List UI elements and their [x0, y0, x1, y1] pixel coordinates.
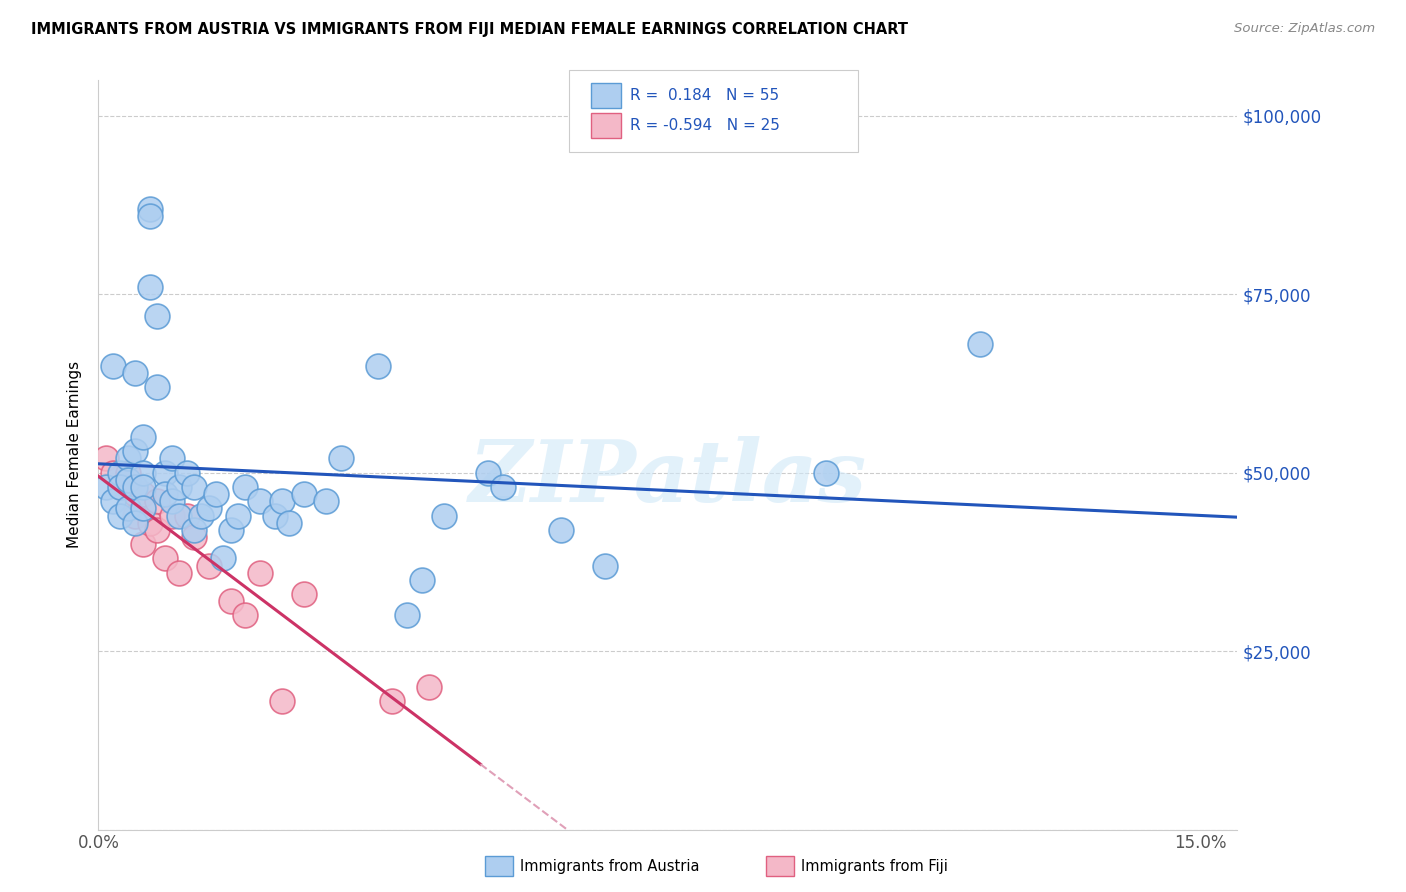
Point	[153, 487, 176, 501]
Point	[183, 530, 205, 544]
Text: R = -0.594   N = 25: R = -0.594 N = 25	[630, 119, 780, 133]
Point	[101, 359, 124, 373]
Point	[160, 494, 183, 508]
Point	[418, 680, 440, 694]
Point	[969, 337, 991, 351]
Point	[131, 466, 153, 480]
Point	[124, 508, 146, 523]
Point	[146, 380, 169, 394]
Point	[278, 516, 301, 530]
Point	[205, 487, 228, 501]
Point	[124, 480, 146, 494]
Point	[110, 508, 132, 523]
Text: ZIPatlas: ZIPatlas	[468, 435, 868, 519]
Point	[329, 451, 352, 466]
Point	[197, 558, 219, 573]
Point	[292, 487, 315, 501]
Point	[153, 466, 176, 480]
Point	[292, 587, 315, 601]
Point	[315, 494, 337, 508]
Point	[197, 501, 219, 516]
Text: R =  0.184   N = 55: R = 0.184 N = 55	[630, 88, 779, 103]
Point	[395, 608, 418, 623]
Point	[124, 366, 146, 380]
Point	[124, 444, 146, 458]
Point	[117, 473, 139, 487]
Point	[117, 501, 139, 516]
Point	[271, 694, 294, 708]
Point	[131, 537, 153, 551]
Point	[433, 508, 456, 523]
Point	[131, 487, 153, 501]
Point	[146, 309, 169, 323]
Point	[146, 523, 169, 537]
Point	[139, 516, 162, 530]
Point	[271, 494, 294, 508]
Point	[167, 508, 190, 523]
Point	[110, 480, 132, 494]
Point	[167, 566, 190, 580]
Text: Immigrants from Fiji: Immigrants from Fiji	[801, 859, 948, 873]
Text: Immigrants from Austria: Immigrants from Austria	[520, 859, 700, 873]
Point	[153, 551, 176, 566]
Point	[183, 480, 205, 494]
Point	[477, 466, 499, 480]
Point	[117, 451, 139, 466]
Point	[235, 480, 257, 494]
Text: IMMIGRANTS FROM AUSTRIA VS IMMIGRANTS FROM FIJI MEDIAN FEMALE EARNINGS CORRELATI: IMMIGRANTS FROM AUSTRIA VS IMMIGRANTS FR…	[31, 22, 908, 37]
Point	[139, 280, 162, 294]
Point	[117, 480, 139, 494]
Point	[131, 501, 153, 516]
Point	[101, 494, 124, 508]
Point	[212, 551, 235, 566]
Point	[219, 594, 242, 608]
Point	[176, 508, 198, 523]
Point	[110, 466, 132, 480]
Point	[235, 608, 257, 623]
Point	[124, 516, 146, 530]
Point	[131, 480, 153, 494]
Point	[139, 202, 162, 216]
Point	[381, 694, 404, 708]
Point	[491, 480, 513, 494]
Point	[263, 508, 285, 523]
Point	[226, 508, 249, 523]
Point	[131, 430, 153, 444]
Point	[160, 508, 183, 523]
Point	[146, 494, 169, 508]
Point	[367, 359, 389, 373]
Point	[595, 558, 617, 573]
Point	[94, 451, 117, 466]
Point	[101, 466, 124, 480]
Point	[117, 466, 139, 480]
Point	[190, 508, 212, 523]
Y-axis label: Median Female Earnings: Median Female Earnings	[66, 361, 82, 549]
Point	[411, 573, 433, 587]
Point	[176, 466, 198, 480]
Point	[249, 494, 271, 508]
Point	[814, 466, 837, 480]
Point	[124, 487, 146, 501]
Point	[94, 480, 117, 494]
Text: Source: ZipAtlas.com: Source: ZipAtlas.com	[1234, 22, 1375, 36]
Point	[139, 209, 162, 223]
Point	[249, 566, 271, 580]
Point	[167, 480, 190, 494]
Point	[219, 523, 242, 537]
Point	[110, 480, 132, 494]
Point	[550, 523, 572, 537]
Point	[183, 523, 205, 537]
Point	[160, 451, 183, 466]
